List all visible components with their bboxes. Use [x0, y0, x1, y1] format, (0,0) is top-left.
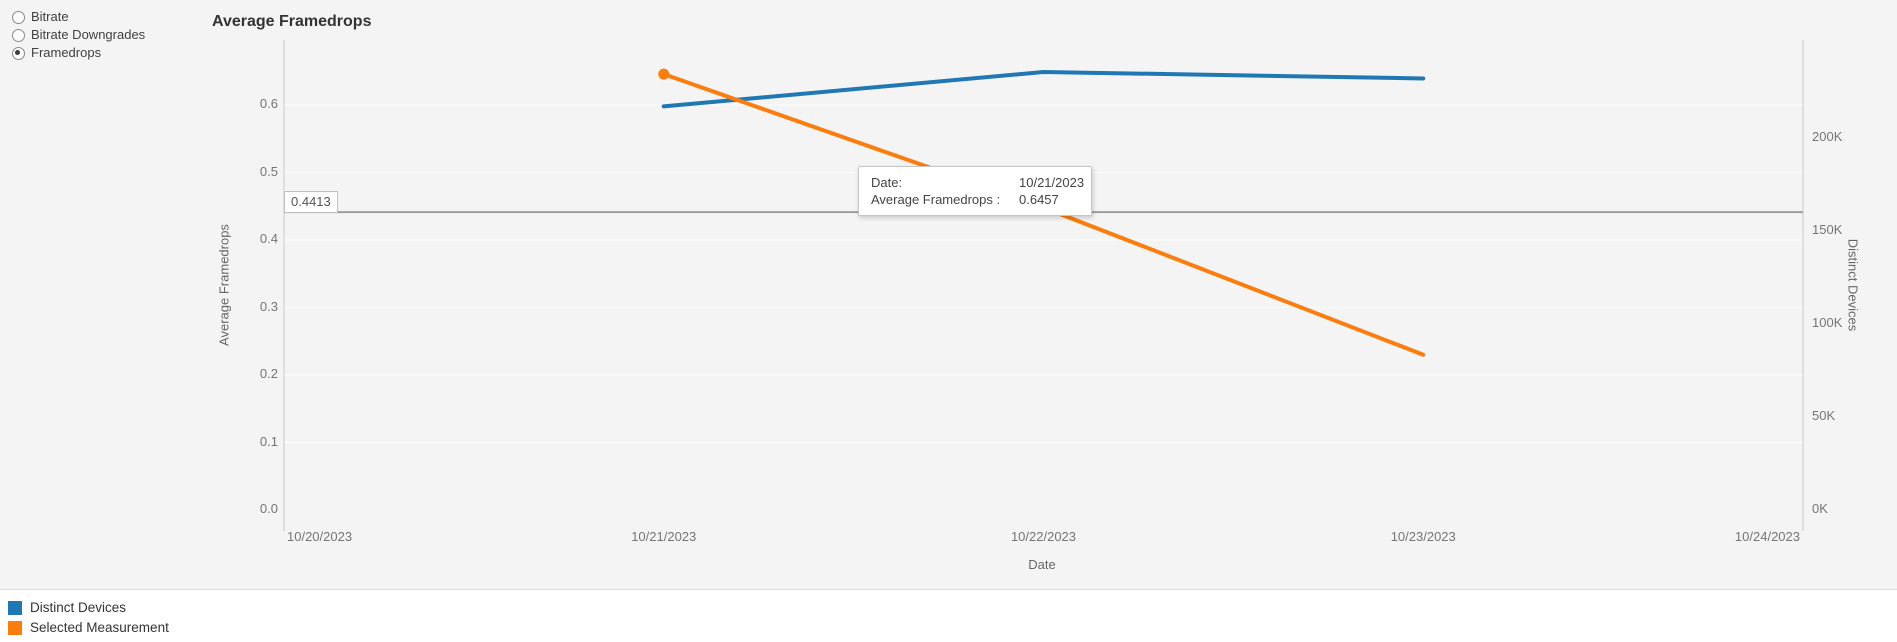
legend: Distinct Devices Selected Measurement — [8, 598, 169, 638]
legend-item-selected-measurement[interactable]: Selected Measurement — [8, 618, 169, 638]
y-left-axis-title: Average Framedrops — [216, 224, 232, 346]
radio-option-bitrate[interactable]: Bitrate — [12, 8, 145, 26]
radio-option-framedrops[interactable]: Framedrops — [12, 44, 145, 62]
y-right-axis-title: Distinct Devices — [1845, 238, 1861, 332]
x-axis-title: Date — [1028, 557, 1056, 572]
radio-icon[interactable] — [12, 28, 25, 42]
radio-option-label: Bitrate Downgrades — [31, 27, 146, 42]
radio-icon[interactable] — [12, 46, 25, 60]
chart-panel: Bitrate Bitrate Downgrades Framedrops Av… — [0, 0, 1897, 590]
tooltip-row: Average Framedrops : 0.6457 — [871, 191, 1079, 208]
tooltip-row: Date: 10/21/2023 — [871, 174, 1084, 191]
legend-swatch-icon — [8, 601, 22, 615]
tooltip-value: 10/21/2023 — [1019, 175, 1085, 190]
legend-swatch-icon — [8, 621, 22, 635]
chart-title: Average Framedrops — [212, 13, 372, 30]
legend-item-distinct-devices[interactable]: Distinct Devices — [8, 598, 169, 618]
tooltip-label: Average Framedrops : — [871, 192, 1001, 207]
reference-line-label: 0.4413 — [284, 191, 338, 214]
radio-option-label: Framedrops — [31, 45, 102, 60]
tooltip: Date: 10/21/2023 Average Framedrops : 0.… — [858, 166, 1092, 216]
legend-item-label: Selected Measurement — [30, 620, 169, 635]
radio-option-label: Bitrate — [31, 9, 69, 24]
series-line-distinct-devices[interactable] — [661, 69, 1426, 109]
radio-icon[interactable] — [12, 10, 25, 24]
radio-option-bitrate-downgrades[interactable]: Bitrate Downgrades — [12, 26, 145, 44]
tooltip-label: Date: — [871, 175, 903, 190]
legend-item-label: Distinct Devices — [30, 600, 127, 615]
tooltip-value: 0.6457 — [1019, 192, 1059, 207]
chart-plot-area[interactable] — [0, 0, 1897, 590]
data-point-marker-selected-measurement[interactable] — [658, 68, 670, 80]
measurement-radio-group: Bitrate Bitrate Downgrades Framedrops — [12, 8, 145, 62]
